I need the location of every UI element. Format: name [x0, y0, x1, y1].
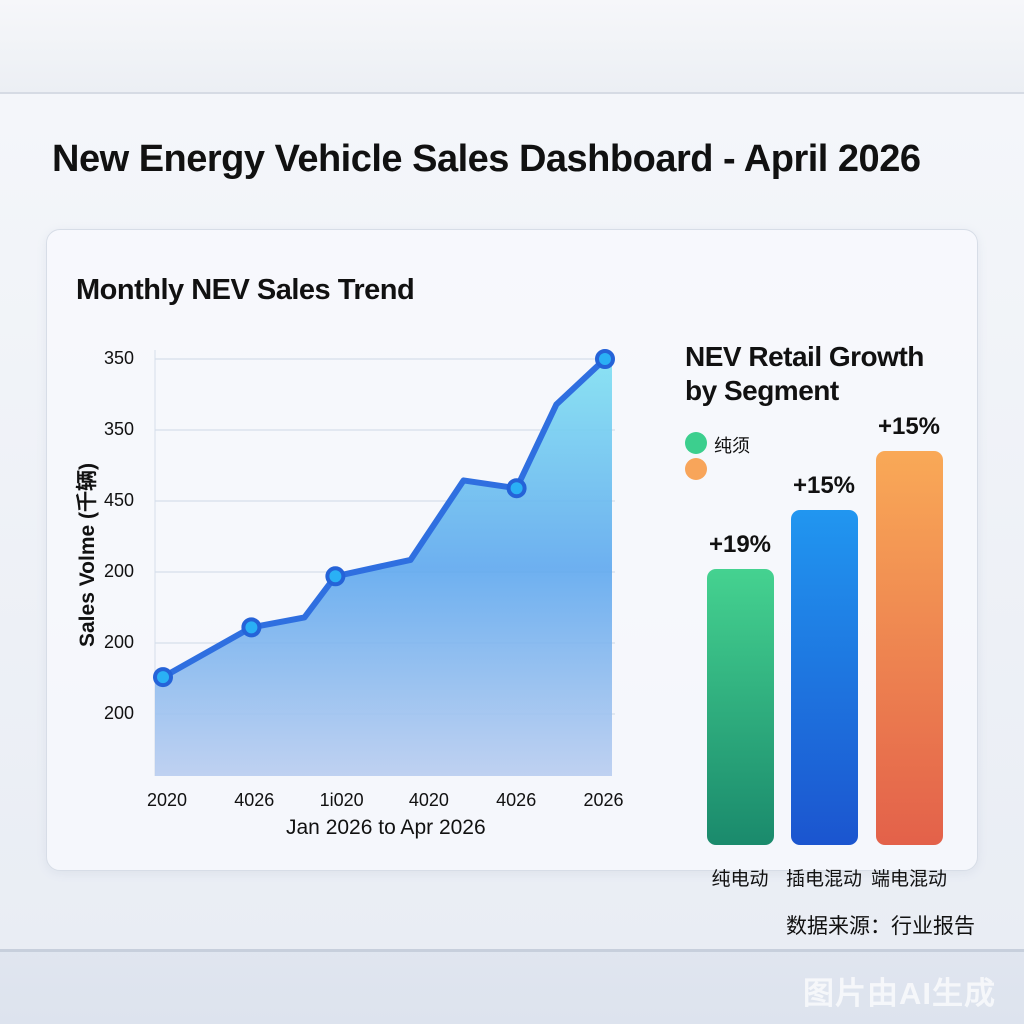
y-tick-label: 200	[104, 561, 135, 581]
bar-category-label: 纯电动	[711, 869, 769, 890]
data-point[interactable]	[595, 349, 615, 369]
legend-dot-orange	[685, 458, 707, 480]
x-tick-label: 2026	[583, 790, 624, 810]
bar[interactable]	[707, 569, 774, 845]
bar-category-label: 端电混动	[870, 869, 947, 890]
legend-dot-green	[685, 432, 707, 454]
x-tick-label: 2020	[146, 790, 188, 810]
y-tick-label: 350	[104, 348, 135, 368]
x-tick-label: 4020	[408, 790, 449, 810]
bar-data-label: +15%	[877, 413, 941, 440]
y-tick-label: 450	[104, 490, 135, 510]
x-axis-label: Jan 2026 to Apr 2026	[286, 816, 486, 839]
bar-chart-title: NEV Retail Growth by Segment	[685, 341, 924, 406]
data-point[interactable]	[506, 478, 527, 499]
bar[interactable]	[791, 510, 858, 845]
y-tick-label: 350	[104, 419, 135, 439]
bar[interactable]	[876, 451, 943, 845]
legend-label: 纯须	[714, 436, 750, 456]
data-point[interactable]	[153, 667, 173, 688]
data-source-note: 数据来源：行业报告	[786, 915, 975, 938]
x-tick-label: 4026	[234, 790, 275, 810]
sales-line	[161, 356, 608, 680]
data-point[interactable]	[325, 566, 346, 587]
bar-data-label: +19%	[708, 531, 772, 559]
ai-watermark: 图片由AI生成	[803, 976, 996, 1011]
top-band	[0, 0, 1024, 94]
y-tick-label: 200	[104, 703, 135, 723]
bar-category-label: 插电混动	[785, 869, 862, 890]
bar-data-label: +15%	[792, 472, 856, 500]
y-axis-label: Sales Volme (千辆)	[76, 463, 99, 647]
y-tick-label: 200	[104, 632, 135, 652]
x-tick-label: 1i020	[319, 790, 364, 810]
page-title: New Energy Vehicle Sales Dashboard - Apr…	[52, 138, 921, 180]
line-chart-title: Monthly NEV Sales Trend	[76, 274, 415, 306]
data-point[interactable]	[241, 617, 262, 638]
x-tick-label: 4026	[496, 790, 537, 810]
